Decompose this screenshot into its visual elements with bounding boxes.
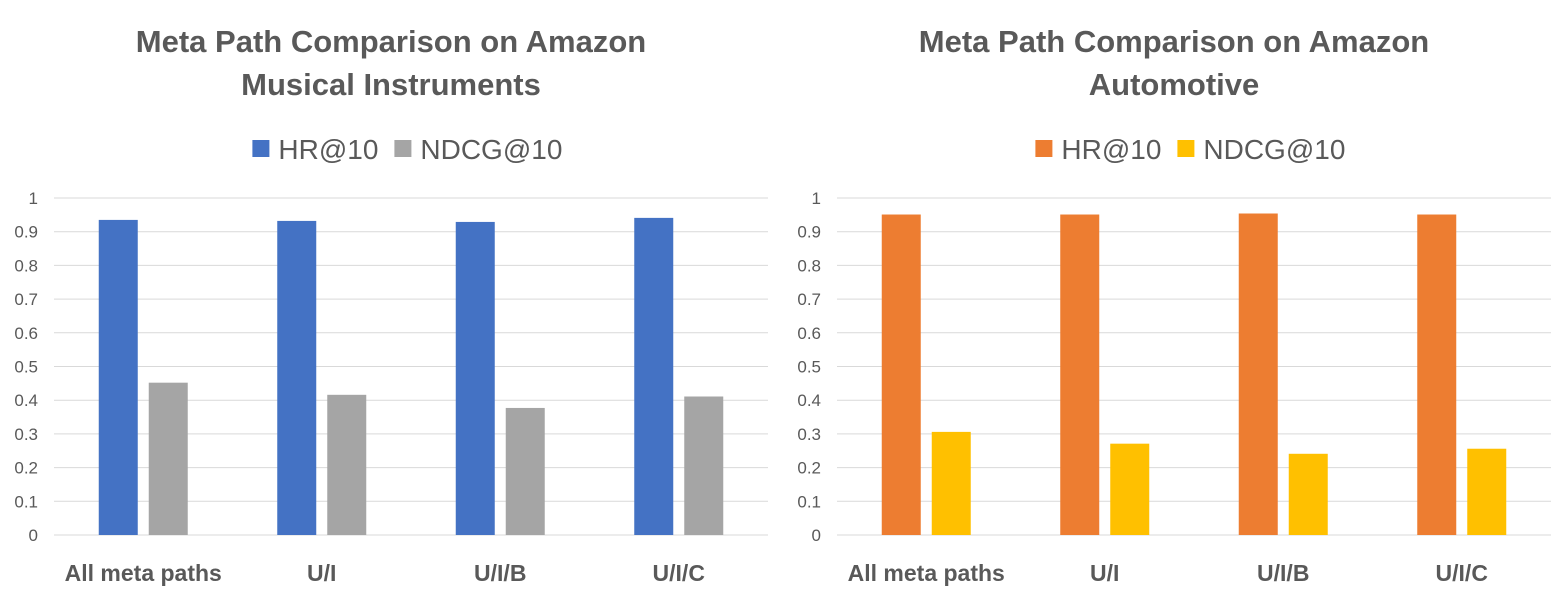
legend-label-ndcg10: NDCG@10: [1203, 134, 1345, 165]
bar-ndcg10: [1467, 448, 1507, 535]
legend-label-hr10: HR@10: [1061, 134, 1161, 165]
bar-ndcg10: [1288, 453, 1328, 535]
chart-title-line: Automotive: [1089, 67, 1260, 102]
y-tick-label: 0.4: [797, 391, 821, 410]
bar-hr10: [277, 220, 317, 535]
chart-automotive: Meta Path Comparison on Amazon Automotive…: [783, 0, 1566, 603]
chart-musical-instruments: Meta Path Comparison on Amazon Musical In…: [14, 24, 768, 586]
x-category-label: U/I: [307, 560, 336, 586]
x-category-label: U/I/C: [653, 560, 705, 586]
x-category-label: All meta paths: [848, 560, 1005, 586]
y-tick-label: 0.2: [14, 459, 38, 478]
legend-swatch-ndcg10: [1177, 140, 1195, 157]
y-tick-label: 0.4: [14, 391, 38, 410]
bar-ndcg10: [931, 431, 971, 535]
legend-swatch-hr10: [1035, 140, 1053, 157]
chart-automotive-svg: Meta Path Comparison on Amazon Automotive…: [797, 24, 1551, 586]
y-tick-label: 0.6: [797, 324, 821, 343]
y-tick-label: 0.1: [797, 492, 821, 511]
bar-ndcg10: [684, 396, 724, 535]
y-tick-label: 0.3: [14, 425, 38, 444]
bar-hr10: [1060, 214, 1100, 535]
y-tick-label: 0.1: [14, 492, 38, 511]
y-tick-label: 0.6: [14, 324, 38, 343]
bar-hr10: [1238, 213, 1278, 535]
y-tick-label: 0: [29, 526, 38, 545]
bar-hr10: [881, 214, 921, 535]
legend-swatch-hr10: [252, 140, 270, 157]
y-tick-label: 1: [29, 189, 38, 208]
bar-ndcg10: [148, 382, 188, 535]
y-tick-label: 0.3: [797, 425, 821, 444]
chart-title-line: Meta Path Comparison on Amazon: [136, 24, 646, 59]
y-tick-label: 0.9: [797, 223, 821, 242]
y-tick-label: 0: [812, 526, 821, 545]
bar-hr10: [98, 219, 138, 535]
x-category-label: All meta paths: [65, 560, 222, 586]
bar-hr10: [1417, 214, 1457, 535]
y-tick-label: 0.8: [797, 256, 821, 275]
y-tick-label: 0.5: [14, 358, 38, 377]
y-tick-label: 0.7: [14, 290, 38, 309]
y-tick-label: 0.7: [797, 290, 821, 309]
x-category-label: U/I/B: [1257, 560, 1309, 586]
y-tick-label: 1: [812, 189, 821, 208]
legend-label-hr10: HR@10: [278, 134, 378, 165]
x-category-label: U/I/C: [1436, 560, 1488, 586]
legend-label-ndcg10: NDCG@10: [420, 134, 562, 165]
chart-musical-instruments-svg: Meta Path Comparison on Amazon Musical In…: [14, 24, 768, 586]
y-tick-label: 0.8: [14, 256, 38, 275]
bar-ndcg10: [505, 407, 545, 535]
legend-swatch-ndcg10: [394, 140, 412, 157]
chart-title-line: Meta Path Comparison on Amazon: [919, 24, 1429, 59]
y-tick-label: 0.5: [797, 358, 821, 377]
bar-hr10: [634, 217, 674, 535]
x-category-label: U/I/B: [474, 560, 526, 586]
y-tick-label: 0.9: [14, 223, 38, 242]
bar-ndcg10: [327, 394, 367, 535]
y-tick-label: 0.2: [797, 459, 821, 478]
bar-ndcg10: [1110, 443, 1150, 535]
chart-title-line: Musical Instruments: [241, 67, 541, 102]
x-category-label: U/I: [1090, 560, 1119, 586]
bar-hr10: [455, 221, 495, 535]
